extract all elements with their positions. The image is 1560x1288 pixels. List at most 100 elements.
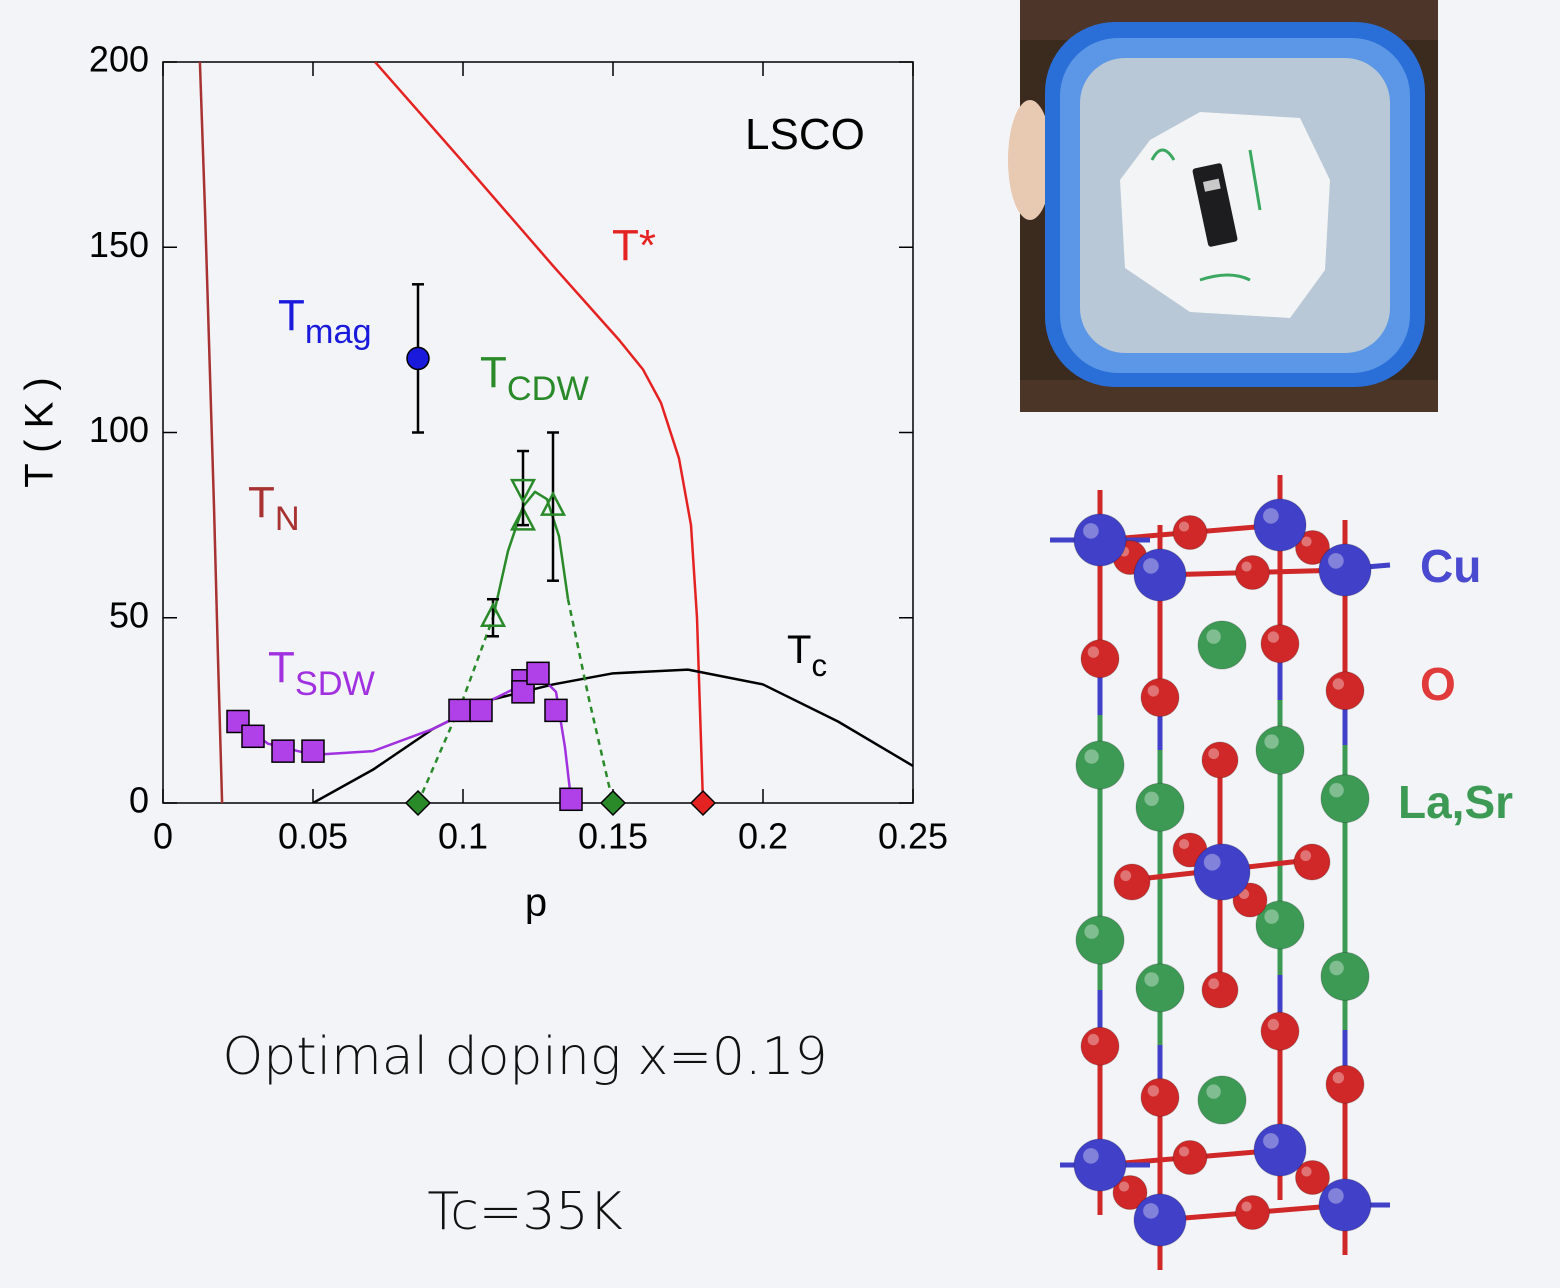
marker xyxy=(449,699,471,721)
atom-shine xyxy=(1088,646,1099,657)
y-tick-label: 150 xyxy=(89,224,149,265)
annotation-text: T xyxy=(268,643,295,692)
y-tick-label: 200 xyxy=(89,39,149,80)
atom-shine xyxy=(1333,1072,1344,1083)
atom-shine xyxy=(1241,561,1251,571)
atom xyxy=(1261,1012,1299,1050)
atom xyxy=(1261,625,1299,663)
atom-shine xyxy=(1300,850,1311,861)
x-tick-label: 0.2 xyxy=(738,816,788,857)
atom-shine xyxy=(1329,961,1343,975)
structure-label: Cu xyxy=(1420,540,1481,592)
atom-shine xyxy=(1179,1146,1189,1156)
slide: CuOLa,SrOptimal doping x=0.19Tc=35K05010… xyxy=(0,0,1560,1288)
marker xyxy=(302,740,324,762)
annotation: LSCO xyxy=(745,110,865,159)
atom xyxy=(1202,742,1238,778)
atom xyxy=(1141,679,1179,717)
atom xyxy=(1136,964,1184,1012)
atom xyxy=(1074,514,1126,566)
note-text: Tc=35K xyxy=(427,1182,622,1242)
atom xyxy=(1076,916,1124,964)
x-tick-label: 0.15 xyxy=(578,816,648,857)
atom-shine xyxy=(1204,854,1221,871)
atom-shine xyxy=(1268,1019,1279,1030)
y-tick-label: 50 xyxy=(109,594,149,635)
atom-shine xyxy=(1179,521,1189,531)
annotation-text: LSCO xyxy=(745,110,865,159)
atom-shine xyxy=(1144,972,1158,986)
sample-photo xyxy=(1008,0,1438,412)
atom xyxy=(1326,672,1364,710)
marker xyxy=(560,788,582,810)
atom-shine xyxy=(1264,909,1278,923)
atom xyxy=(1081,640,1119,678)
annotation-text: T* xyxy=(612,221,656,270)
atom-shine xyxy=(1241,1201,1251,1211)
annotation-subscript: CDW xyxy=(507,370,590,408)
atom-shine xyxy=(1208,748,1219,759)
x-axis-label: p xyxy=(525,881,547,925)
atom-shine xyxy=(1328,553,1344,569)
atom-shine xyxy=(1301,1166,1311,1176)
page: CuOLa,SrOptimal doping x=0.19Tc=35K05010… xyxy=(0,0,1560,1288)
atom xyxy=(1326,1065,1364,1103)
atom xyxy=(1076,741,1124,789)
atom xyxy=(1134,1194,1186,1246)
atom-shine xyxy=(1268,631,1279,642)
atom-shine xyxy=(1206,1084,1220,1098)
atom-shine xyxy=(1206,629,1220,643)
atom-shine xyxy=(1144,792,1158,806)
atom xyxy=(1294,844,1330,880)
atom-shine xyxy=(1328,1188,1344,1204)
atom-shine xyxy=(1208,978,1219,989)
marker xyxy=(242,725,264,747)
y-axis-label: T ( K ) xyxy=(18,377,62,487)
annotation-subscript: mag xyxy=(305,313,372,351)
atom-shine xyxy=(1088,1034,1099,1045)
atom-shine xyxy=(1084,924,1098,938)
atom xyxy=(1074,1139,1126,1191)
y-tick-label: 0 xyxy=(129,780,149,821)
atom-shine xyxy=(1083,1148,1099,1164)
atom xyxy=(1254,1124,1306,1176)
note-text: Optimal doping x=0.19 xyxy=(222,1027,827,1087)
atom-shine xyxy=(1263,508,1279,524)
atom xyxy=(1134,549,1186,601)
atom xyxy=(1236,556,1270,590)
atom xyxy=(1194,844,1250,900)
atom-shine xyxy=(1263,1133,1279,1149)
annotation: T* xyxy=(612,221,656,270)
marker xyxy=(407,347,429,369)
annotation-text: T xyxy=(248,478,275,527)
atom xyxy=(1081,1027,1119,1065)
marker xyxy=(545,699,567,721)
annotation-text: T xyxy=(278,291,305,340)
marker xyxy=(470,699,492,721)
atom xyxy=(1173,1141,1207,1175)
atom xyxy=(1198,621,1246,669)
atom-shine xyxy=(1148,685,1159,696)
atom xyxy=(1236,1196,1270,1230)
atom xyxy=(1141,1078,1179,1116)
atom-shine xyxy=(1120,870,1131,881)
atom-shine xyxy=(1329,783,1343,797)
atom xyxy=(1321,952,1369,1000)
x-tick-label: 0.1 xyxy=(438,816,488,857)
structure-label: La,Sr xyxy=(1398,776,1513,828)
atom-shine xyxy=(1264,734,1278,748)
atom xyxy=(1319,544,1371,596)
atom-shine xyxy=(1084,749,1098,763)
x-tick-label: 0.05 xyxy=(278,816,348,857)
annotation-subscript: SDW xyxy=(295,665,376,703)
x-tick-label: 0 xyxy=(153,816,173,857)
annotation-text: T xyxy=(480,348,507,397)
annotation-text: T xyxy=(787,628,811,672)
atom xyxy=(1321,775,1369,823)
atom-shine xyxy=(1119,1181,1129,1191)
atom-shine xyxy=(1143,1203,1159,1219)
structure-label: O xyxy=(1420,658,1456,710)
atom xyxy=(1198,1076,1246,1124)
atom xyxy=(1254,499,1306,551)
atom xyxy=(1256,726,1304,774)
